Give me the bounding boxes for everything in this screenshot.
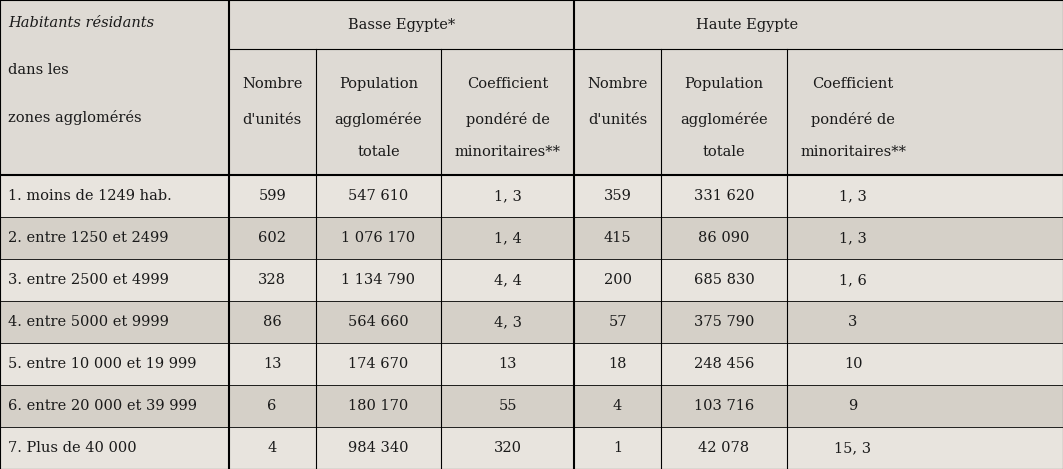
Text: 984 340: 984 340 — [349, 441, 408, 455]
Text: Nombre: Nombre — [242, 77, 302, 91]
Text: 57: 57 — [608, 315, 627, 329]
Text: Nombre: Nombre — [588, 77, 647, 91]
Text: 9: 9 — [848, 399, 858, 413]
Text: 42 078: 42 078 — [698, 441, 749, 455]
Text: 174 670: 174 670 — [349, 357, 408, 371]
Text: 13: 13 — [499, 357, 517, 371]
Text: Basse Egypte*: Basse Egypte* — [348, 17, 455, 31]
Text: 1, 3: 1, 3 — [839, 189, 867, 203]
Text: totale: totale — [357, 145, 400, 159]
Text: agglomérée: agglomérée — [680, 112, 767, 127]
Text: Coefficient: Coefficient — [467, 77, 549, 91]
Text: 6. entre 20 000 et 39 999: 6. entre 20 000 et 39 999 — [9, 399, 197, 413]
Text: pondéré de: pondéré de — [811, 112, 895, 127]
Text: 248 456: 248 456 — [694, 357, 754, 371]
Text: 331 620: 331 620 — [694, 189, 754, 203]
Text: 1. moins de 1249 hab.: 1. moins de 1249 hab. — [9, 189, 172, 203]
Text: 2. entre 1250 et 2499: 2. entre 1250 et 2499 — [9, 231, 169, 245]
Bar — [0, 427, 1063, 469]
Text: 7. Plus de 40 000: 7. Plus de 40 000 — [9, 441, 137, 455]
Text: zones agglomérés: zones agglomérés — [9, 110, 141, 125]
Text: 3. entre 2500 et 4999: 3. entre 2500 et 4999 — [9, 273, 169, 287]
Text: 55: 55 — [499, 399, 517, 413]
Text: Haute Egypte: Haute Egypte — [695, 17, 798, 31]
Bar — [0, 259, 1063, 301]
Text: Coefficient: Coefficient — [812, 77, 894, 91]
Text: 328: 328 — [258, 273, 286, 287]
Text: d'unités: d'unités — [242, 113, 302, 127]
Text: 180 170: 180 170 — [349, 399, 408, 413]
Text: 1 134 790: 1 134 790 — [341, 273, 416, 287]
Text: 599: 599 — [258, 189, 286, 203]
Text: totale: totale — [703, 145, 745, 159]
Text: 415: 415 — [604, 231, 631, 245]
Text: 18: 18 — [608, 357, 627, 371]
Text: Population: Population — [339, 77, 418, 91]
Text: 1, 6: 1, 6 — [839, 273, 867, 287]
Bar — [0, 217, 1063, 259]
Text: pondéré de: pondéré de — [466, 112, 550, 127]
Text: 547 610: 547 610 — [349, 189, 408, 203]
Text: 602: 602 — [258, 231, 286, 245]
Bar — [0, 301, 1063, 343]
Text: Habitants résidants: Habitants résidants — [9, 16, 154, 30]
Text: 86: 86 — [263, 315, 282, 329]
Text: 4, 3: 4, 3 — [493, 315, 522, 329]
Bar — [0, 175, 1063, 217]
Text: 15, 3: 15, 3 — [834, 441, 872, 455]
Text: 3: 3 — [848, 315, 858, 329]
Text: 4. entre 5000 et 9999: 4. entre 5000 et 9999 — [9, 315, 169, 329]
Text: 4: 4 — [613, 399, 622, 413]
Text: minoritaires**: minoritaires** — [800, 145, 906, 159]
Text: 564 660: 564 660 — [348, 315, 409, 329]
Text: 1 076 170: 1 076 170 — [341, 231, 416, 245]
Text: 10: 10 — [844, 357, 862, 371]
Text: 685 830: 685 830 — [693, 273, 755, 287]
Text: 4, 4: 4, 4 — [493, 273, 522, 287]
Text: 200: 200 — [604, 273, 631, 287]
Text: 86 090: 86 090 — [698, 231, 749, 245]
Text: 359: 359 — [604, 189, 631, 203]
Text: 6: 6 — [268, 399, 276, 413]
Text: 5. entre 10 000 et 19 999: 5. entre 10 000 et 19 999 — [9, 357, 197, 371]
Text: Population: Population — [685, 77, 763, 91]
Text: agglomérée: agglomérée — [335, 112, 422, 127]
Text: 1: 1 — [613, 441, 622, 455]
Text: 375 790: 375 790 — [694, 315, 754, 329]
Text: minoritaires**: minoritaires** — [455, 145, 560, 159]
Text: 1, 4: 1, 4 — [493, 231, 522, 245]
Text: 1, 3: 1, 3 — [839, 231, 867, 245]
Text: d'unités: d'unités — [588, 113, 647, 127]
Bar — [0, 0, 1063, 175]
Text: 320: 320 — [493, 441, 522, 455]
Bar — [0, 385, 1063, 427]
Text: dans les: dans les — [9, 63, 69, 77]
Text: 13: 13 — [263, 357, 282, 371]
Text: 1, 3: 1, 3 — [493, 189, 522, 203]
Text: 103 716: 103 716 — [694, 399, 754, 413]
Bar — [0, 343, 1063, 385]
Text: 4: 4 — [268, 441, 276, 455]
